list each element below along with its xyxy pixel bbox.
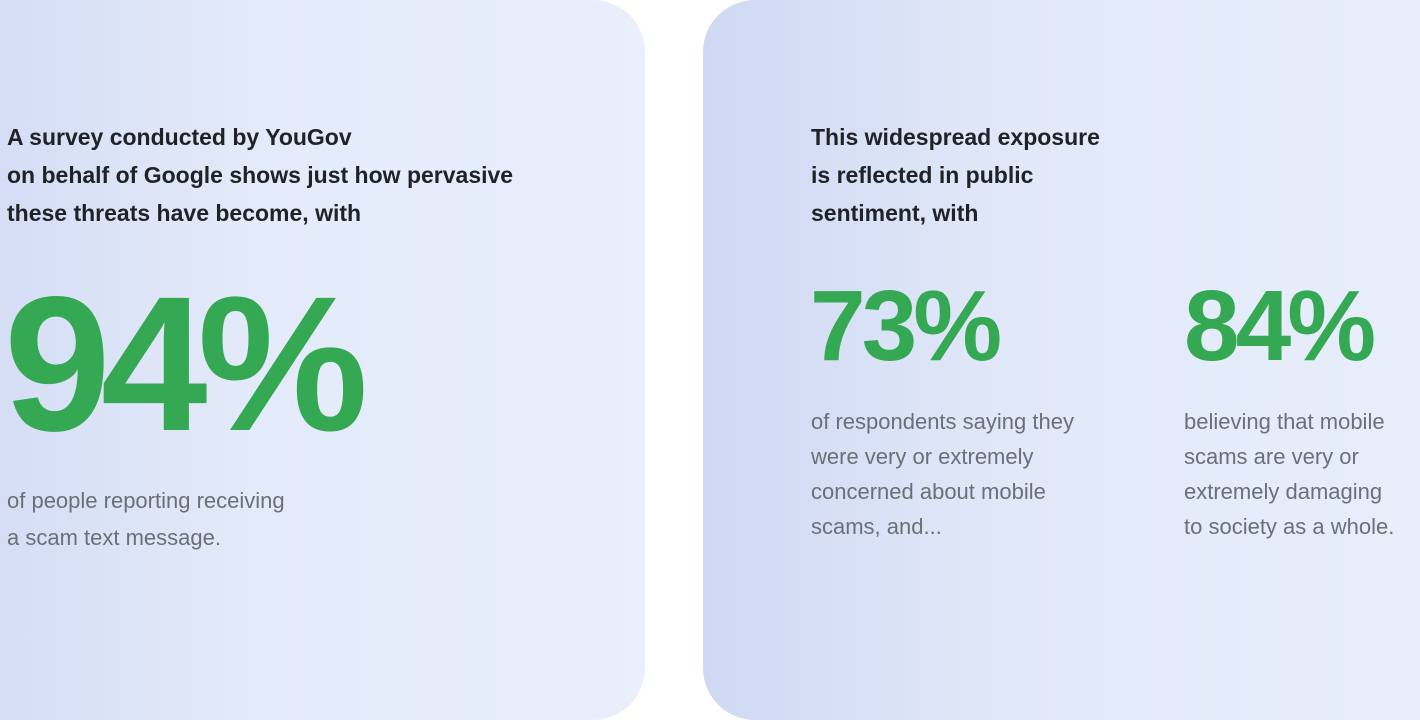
heading-line: A survey conducted by YouGov (7, 124, 352, 150)
stat-73: 73% (810, 270, 1002, 382)
desc-line: concerned about mobile (811, 479, 1046, 504)
desc-line: of respondents saying they (811, 409, 1074, 434)
left-heading: A survey conducted by YouGov on behalf o… (7, 118, 513, 232)
desc-line: believing that mobile (1184, 409, 1385, 434)
desc-line: of people reporting receiving (7, 488, 285, 513)
desc-line: scams are very or (1184, 444, 1359, 469)
heading-line: sentiment, with (811, 200, 979, 226)
right-heading: This widespread exposure is reflected in… (811, 118, 1100, 232)
desc-line: to society as a whole. (1184, 514, 1395, 539)
stat-84-description: believing that mobile scams are very or … (1184, 404, 1394, 544)
desc-line: a scam text message. (7, 525, 221, 550)
desc-line: were very or extremely (811, 444, 1034, 469)
left-description: of people reporting receiving a scam tex… (7, 482, 285, 556)
stat-card-left (0, 0, 645, 720)
heading-line: these threats have become, with (7, 200, 362, 226)
heading-line: on behalf of Google shows just how perva… (7, 162, 514, 188)
stat-84: 84% (1184, 270, 1376, 382)
heading-line: This widespread exposure (811, 124, 1100, 150)
stat-73-description: of respondents saying they were very or … (811, 404, 1074, 544)
desc-line: scams, and... (811, 514, 942, 539)
desc-line: extremely damaging (1184, 479, 1383, 504)
heading-line: is reflected in public (811, 162, 1034, 188)
stat-94: 94% (4, 256, 368, 471)
stat-card-right (703, 0, 1420, 720)
